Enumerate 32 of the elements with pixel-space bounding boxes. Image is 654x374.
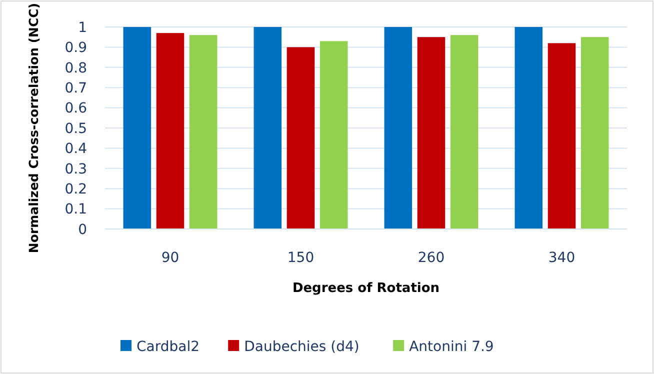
y-tick-label: 0.1 [64,202,87,218]
bar [548,43,576,229]
bar [417,37,446,229]
x-tick-label: 90 [161,250,180,266]
legend-label: Antonini 7.9 [409,338,494,355]
bar [320,41,348,229]
bar [123,27,152,229]
y-tick-label: 0 [78,222,87,238]
y-tick-label: 0.3 [64,161,87,178]
bar [189,35,218,229]
bar [514,27,543,229]
y-axis-title: Normalized Cross-correlation (NCC) [26,2,41,254]
bar [580,37,609,229]
bar [450,35,478,229]
bar [156,33,184,229]
y-tick-label: 0.5 [64,120,87,137]
legend-label: Cardbal2 [136,338,200,355]
y-tick-label: 0.9 [64,40,87,56]
bar [384,27,412,229]
y-tick-label: 1 [78,20,87,36]
x-tick-label: 260 [418,250,445,266]
y-tick-label: 0.8 [64,60,87,76]
legend-label: Daubechies (d4) [244,338,360,355]
x-tick-label: 340 [548,250,576,266]
bar [254,27,282,229]
bar [286,47,315,229]
y-tick-label: 0.6 [64,100,88,117]
x-axis-title: Degrees of Rotation [292,281,440,296]
y-tick-label: 0.2 [64,182,87,198]
y-tick-label: 0.4 [64,141,88,158]
x-tick-label: 150 [287,250,314,266]
y-tick-label: 0.7 [64,80,87,96]
